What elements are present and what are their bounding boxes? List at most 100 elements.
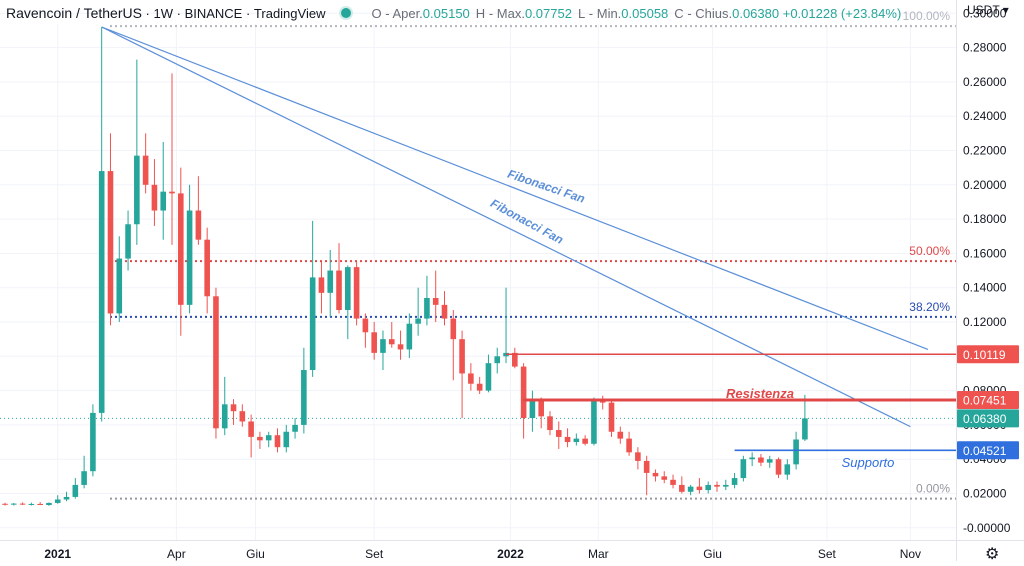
candle-body[interactable] xyxy=(19,503,26,505)
candle-body[interactable] xyxy=(107,171,114,314)
candle-body[interactable] xyxy=(652,472,659,477)
candle-body[interactable] xyxy=(415,318,421,324)
candle-body[interactable] xyxy=(626,438,632,453)
candle-body[interactable] xyxy=(230,404,237,412)
candle-body[interactable] xyxy=(608,402,615,432)
candle-body[interactable] xyxy=(353,267,360,319)
candle-body[interactable] xyxy=(459,339,465,374)
change-value: +0.01228 (+23.84%) xyxy=(782,5,902,21)
currency-selector[interactable]: USDT ▾ xyxy=(967,3,1009,17)
symbol-title[interactable]: Ravencoin / TetherUS xyxy=(6,5,142,21)
candle-body[interactable] xyxy=(485,363,492,391)
candle-body[interactable] xyxy=(151,184,158,211)
candle-body[interactable] xyxy=(265,435,272,441)
candle-body[interactable] xyxy=(696,486,703,491)
candle-body[interactable] xyxy=(371,332,377,353)
candle-body[interactable] xyxy=(582,438,588,444)
candle-body[interactable] xyxy=(520,366,527,419)
candle-body[interactable] xyxy=(98,171,105,413)
candle-body[interactable] xyxy=(397,344,404,350)
candle-body[interactable] xyxy=(318,277,325,293)
candle-body[interactable] xyxy=(494,356,501,364)
candle-body[interactable] xyxy=(476,383,483,391)
candle-body[interactable] xyxy=(793,439,799,465)
candle-body[interactable] xyxy=(591,400,597,444)
candle-body[interactable] xyxy=(257,436,263,441)
candle-body[interactable] xyxy=(46,502,52,505)
candle-body[interactable] xyxy=(468,373,474,384)
candle-body[interactable] xyxy=(362,318,369,333)
candle-body[interactable] xyxy=(301,370,307,425)
candle-body[interactable] xyxy=(599,400,606,403)
candle-body[interactable] xyxy=(125,224,131,259)
candle-body[interactable] xyxy=(283,431,290,448)
candle-body[interactable] xyxy=(309,277,316,371)
candle-body[interactable] xyxy=(90,412,96,472)
candle-body[interactable] xyxy=(758,457,764,463)
candle-body[interactable] xyxy=(327,270,334,293)
candle-body[interactable] xyxy=(63,496,70,500)
candle-body[interactable] xyxy=(336,270,342,310)
candle-body[interactable] xyxy=(28,503,35,505)
candle-body[interactable] xyxy=(679,484,685,492)
candle-body[interactable] xyxy=(134,155,140,225)
candle-body[interactable] xyxy=(802,418,808,440)
fibonacci-fan-line[interactable] xyxy=(101,26,911,428)
candle-body[interactable] xyxy=(512,352,518,367)
candle-body[interactable] xyxy=(221,404,228,429)
candle-body[interactable] xyxy=(37,503,43,505)
interval-label[interactable]: 1W xyxy=(153,5,174,21)
candle-body[interactable] xyxy=(573,438,580,443)
candle-body[interactable] xyxy=(54,499,61,503)
candle-body[interactable] xyxy=(670,479,676,485)
candle-body[interactable] xyxy=(160,191,167,211)
candle-body[interactable] xyxy=(441,304,448,319)
candle-body[interactable] xyxy=(292,424,298,432)
candle-body[interactable] xyxy=(617,431,624,439)
candle-body[interactable] xyxy=(116,258,123,314)
candle-body[interactable] xyxy=(213,296,219,429)
candle-body[interactable] xyxy=(687,486,694,492)
y-tick-label: 0.02000 xyxy=(963,487,1007,501)
candle-body[interactable] xyxy=(529,400,536,419)
candle-body[interactable] xyxy=(450,318,457,340)
candle-body[interactable] xyxy=(239,411,246,422)
fibonacci-fan-line[interactable] xyxy=(101,26,929,350)
candle-body[interactable] xyxy=(564,436,571,443)
candle-body[interactable] xyxy=(72,484,79,497)
candle-body[interactable] xyxy=(178,193,184,305)
candle-body[interactable] xyxy=(204,239,210,297)
candle-body[interactable] xyxy=(635,452,641,461)
candle-body[interactable] xyxy=(81,471,87,485)
candle-body[interactable] xyxy=(248,421,254,437)
gear-icon[interactable]: ⚙ xyxy=(985,546,1000,563)
candle-body[interactable] xyxy=(169,191,175,194)
candle-body[interactable] xyxy=(705,484,711,491)
candle-body[interactable] xyxy=(740,459,747,479)
candle-body[interactable] xyxy=(749,457,755,460)
candle-body[interactable] xyxy=(142,155,149,185)
candle-body[interactable] xyxy=(766,459,773,463)
candle-body[interactable] xyxy=(538,400,544,417)
candle-body[interactable] xyxy=(555,430,562,437)
candle-body[interactable] xyxy=(2,503,8,505)
candle-body[interactable] xyxy=(345,267,351,310)
candle-body[interactable] xyxy=(547,416,553,431)
candle-body[interactable] xyxy=(714,484,720,487)
candle-body[interactable] xyxy=(186,210,193,305)
candle-body[interactable] xyxy=(722,484,729,487)
candle-body[interactable] xyxy=(643,460,650,473)
candle-body[interactable] xyxy=(424,297,430,319)
candle-body[interactable] xyxy=(432,297,439,305)
candle-body[interactable] xyxy=(775,459,782,475)
candle-body[interactable] xyxy=(784,464,791,475)
candle-body[interactable] xyxy=(731,478,738,485)
candle-body[interactable] xyxy=(195,210,202,240)
candle-body[interactable] xyxy=(380,339,386,353)
candle-body[interactable] xyxy=(10,503,17,505)
candle-body[interactable] xyxy=(274,435,281,448)
candle-body[interactable] xyxy=(661,476,668,480)
candle-body[interactable] xyxy=(388,339,395,345)
candle-body[interactable] xyxy=(406,323,413,350)
